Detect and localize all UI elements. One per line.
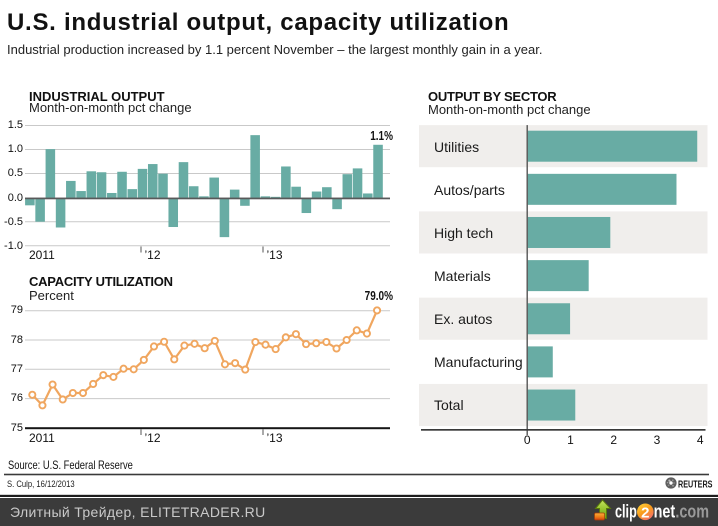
svg-text:2: 2	[641, 504, 649, 521]
svg-text:clip: clip	[615, 502, 637, 522]
svg-text:.com: .com	[675, 502, 709, 522]
svg-text:REUTERS: REUTERS	[678, 480, 713, 491]
svg-text:net: net	[654, 502, 676, 522]
